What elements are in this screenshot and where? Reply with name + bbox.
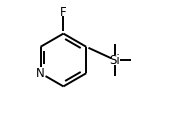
- Text: Si: Si: [110, 54, 120, 66]
- Text: N: N: [36, 67, 45, 80]
- Text: F: F: [60, 6, 67, 18]
